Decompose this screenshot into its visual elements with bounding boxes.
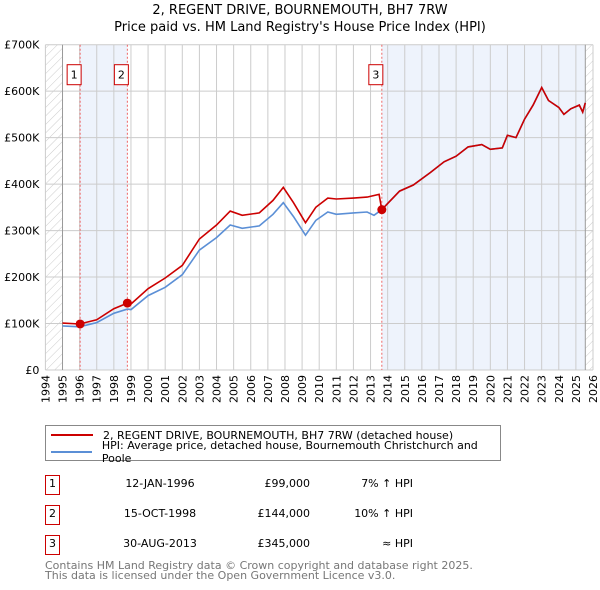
x-tick-label: 2017 [433, 375, 446, 403]
x-tick-label: 2025 [570, 375, 583, 403]
x-tick-label: 2006 [245, 375, 258, 403]
x-tick-label: 2018 [450, 375, 463, 403]
x-tick-label: 2008 [279, 375, 292, 403]
sale-label-box [113, 64, 129, 86]
shaded-region [80, 44, 128, 370]
sale-label: 2 [118, 69, 125, 82]
x-tick-label: 1994 [39, 375, 52, 403]
x-tick-label: 2003 [193, 375, 206, 403]
y-tick-label: £500K [4, 132, 40, 145]
sale-point [377, 205, 387, 215]
sale-row: 1 12-JAN-1996 £99,000 7% ↑ HPI [45, 475, 445, 495]
sale-marker-badge: 1 [45, 475, 60, 495]
legend-item-property: 2, REGENT DRIVE, BOURNEMOUTH, BH7 7RW (d… [51, 427, 453, 443]
x-tick-label: 2001 [159, 375, 172, 403]
y-tick-label: £100K [4, 318, 40, 331]
x-tick-label: 2022 [519, 375, 532, 403]
y-tick-label: £400K [4, 178, 40, 191]
chart-title: 2, REGENT DRIVE, BOURNEMOUTH, BH7 7RW Pr… [0, 2, 600, 36]
x-tick-label: 2021 [501, 375, 514, 403]
hatched-region [45, 44, 63, 370]
sale-hpi: 10% ↑ HPI [354, 507, 413, 520]
legend-label: HPI: Average price, detached house, Bour… [101, 439, 478, 465]
x-tick-label: 2016 [416, 375, 429, 403]
price-paid-line [62, 85, 587, 325]
legend-item-hpi: HPI: Average price, detached house, Bour… [51, 439, 500, 465]
footer: Contains HM Land Registry data © Crown c… [45, 559, 473, 582]
y-tick-label: £300K [4, 225, 40, 238]
sale-marker-badge: 3 [45, 535, 60, 555]
legend-swatch-red [51, 434, 93, 436]
x-tick-label: 2019 [467, 375, 480, 403]
sale-price: £99,000 [264, 477, 311, 490]
x-tick-label: 2005 [228, 375, 241, 403]
x-tick-label: 2004 [211, 375, 224, 403]
sale-date: 15-OCT-1998 [123, 507, 197, 520]
legend-swatch-blue [51, 451, 92, 453]
sale-date: 12-JAN-1996 [125, 477, 195, 490]
x-tick-label: 2002 [176, 375, 189, 403]
x-tick-label: 2014 [382, 375, 395, 403]
legend: 2, REGENT DRIVE, BOURNEMOUTH, BH7 7RW (d… [45, 425, 501, 465]
title: 2, REGENT DRIVE, BOURNEMOUTH, BH7 7RW [152, 3, 448, 18]
footer-line: This data is licensed under the Open Gov… [45, 569, 396, 582]
x-tick-label: 1997 [91, 375, 104, 403]
x-tick-label: 1995 [57, 375, 70, 403]
y-tick-label: £600K [4, 85, 40, 98]
footer-line: Contains HM Land Registry data © Crown c… [45, 559, 473, 572]
x-tick-label: 2026 [587, 375, 600, 403]
x-tick-label: 2015 [399, 375, 412, 403]
hatched-region [585, 44, 593, 370]
x-tick-label: 2007 [262, 375, 275, 403]
sale-point [122, 298, 132, 308]
x-tick-label: 2020 [484, 375, 497, 403]
sale-row: 3 30-AUG-2013 £345,000 ≈ HPI [45, 535, 445, 555]
y-tick-label: £0 [25, 364, 39, 377]
sale-label-box [66, 64, 82, 86]
x-tick-label: 2023 [536, 375, 549, 403]
sale-hpi: 7% ↑ HPI [361, 477, 413, 490]
sale-label: 1 [71, 69, 78, 82]
x-tick-label: 2012 [347, 375, 360, 403]
sale-price: £144,000 [257, 507, 311, 520]
x-tick-label: 2013 [365, 375, 378, 403]
price-chart: 1994 1995 1996 1997 1998 1999 2000 2001 2002 2003… [4, 39, 600, 403]
x-tick-label: 2011 [330, 375, 343, 403]
x-tick-label: 1998 [108, 375, 121, 403]
sale-point [75, 319, 85, 329]
x-tick-label: 2009 [296, 375, 309, 403]
sale-row: 2 15-OCT-1998 £144,000 10% ↑ HPI [45, 505, 445, 525]
sale-label-box [368, 64, 384, 86]
x-tick-label: 2024 [553, 375, 566, 403]
sale-date: 30-AUG-2013 [123, 537, 197, 550]
shaded-region [381, 44, 586, 370]
subtitle: Price paid vs. HM Land Registry's House … [114, 20, 486, 35]
x-tick-label: 2010 [313, 375, 326, 403]
x-tick-label: 1996 [74, 375, 87, 403]
sale-hpi: ≈ HPI [382, 537, 413, 550]
legend-label: 2, REGENT DRIVE, BOURNEMOUTH, BH7 7RW (d… [103, 428, 454, 442]
y-tick-label: £200K [4, 271, 40, 284]
sale-marker-badge: 2 [45, 505, 60, 525]
x-tick-label: 2000 [142, 375, 155, 403]
x-tick-label: 1999 [125, 375, 138, 403]
sale-label: 3 [372, 69, 379, 82]
sale-price: £345,000 [257, 537, 311, 550]
y-tick-label: £700K [4, 39, 40, 52]
